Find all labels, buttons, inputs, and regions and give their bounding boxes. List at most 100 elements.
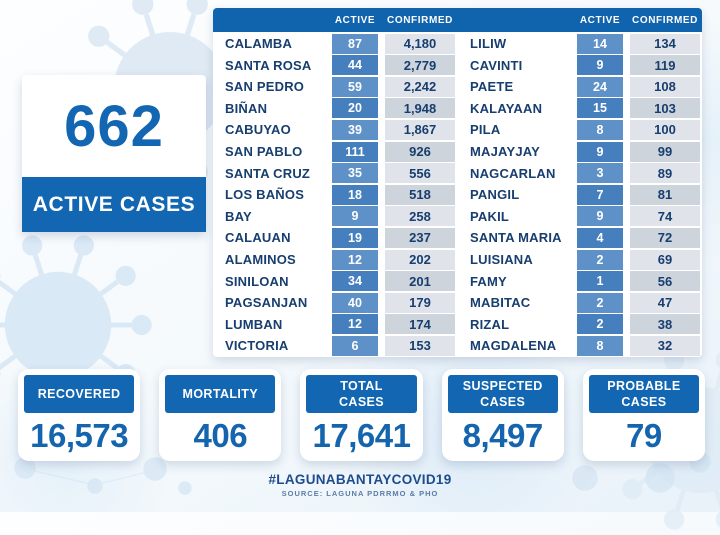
stat-value: 406	[193, 417, 248, 454]
stat-label: SUSPECTED CASES	[447, 375, 558, 413]
stat-value: 17,641	[312, 417, 411, 454]
confirmed-count-cell: 89	[630, 163, 700, 184]
cases-table-right: ACTIVE CONFIRMED LILIW 14 134 CAVINTI 9 …	[470, 8, 700, 356]
municipality-name: KALAYAAN	[470, 100, 543, 116]
stat-label: RECOVERED	[24, 375, 135, 413]
municipality-name: PAETE	[470, 79, 514, 95]
confirmed-count-cell: 2,779	[385, 55, 455, 76]
confirmed-count-cell: 518	[385, 184, 455, 205]
confirmed-count-cell: 1,867	[385, 119, 455, 140]
active-cases-label: ACTIVE CASES	[22, 177, 206, 232]
municipality-name: CAVINTI	[470, 57, 523, 73]
active-count-cell: 9	[577, 55, 623, 76]
confirmed-count-cell: 179	[385, 292, 455, 313]
confirmed-count-cell: 1,948	[385, 98, 455, 119]
cases-table-left: ACTIVE CONFIRMED CALAMBA 87 4,180 SANTA …	[225, 8, 455, 356]
municipality-name: PANGIL	[470, 187, 520, 203]
stat-card-mortality: MORTALITY 406	[159, 369, 282, 461]
column-header-active: ACTIVE	[334, 14, 376, 26]
stat-card-total: TOTAL CASES 17,641	[300, 369, 423, 461]
active-count-cell: 1	[577, 271, 623, 292]
municipality-name: LILIW	[470, 36, 507, 52]
active-count-cell: 19	[332, 227, 378, 248]
stats-row: RECOVERED 16,573 MORTALITY 406 TOTAL CAS…	[18, 369, 706, 461]
municipality-name: BAY	[225, 208, 252, 224]
municipality-name: BIÑAN	[225, 100, 268, 116]
confirmed-count-cell: 201	[385, 271, 455, 292]
stat-value: 79	[626, 417, 662, 454]
confirmed-count-cell: 153	[385, 335, 455, 356]
municipality-name: CALAUAN	[225, 230, 291, 246]
municipality-name: PAKIL	[470, 208, 510, 224]
confirmed-count-cell: 81	[630, 184, 700, 205]
column-header-spacer	[225, 8, 325, 32]
municipality-name: LOS BAÑOS	[225, 187, 305, 203]
confirmed-count-cell: 100	[630, 119, 700, 140]
confirmed-count-cell: 258	[385, 206, 455, 227]
municipality-name: PILA	[470, 122, 501, 138]
cases-table-card: ACTIVE CONFIRMED CALAMBA 87 4,180 SANTA …	[213, 8, 702, 357]
active-count-cell: 59	[332, 76, 378, 97]
active-count-cell: 2	[577, 292, 623, 313]
municipality-name: LUMBAN	[225, 316, 283, 332]
confirmed-count-cell: 32	[630, 335, 700, 356]
active-count-cell: 9	[577, 206, 623, 227]
active-count-cell: 9	[332, 206, 378, 227]
active-count-cell: 4	[577, 227, 623, 248]
stat-card-probable: PROBABLE CASES 79	[582, 369, 706, 461]
active-count-cell: 12	[332, 249, 378, 270]
active-count-cell: 7	[577, 184, 623, 205]
municipality-name: SINILOAN	[225, 273, 289, 289]
municipality-name: VICTORIA	[225, 338, 289, 354]
confirmed-count-cell: 103	[630, 98, 700, 119]
confirmed-count-cell: 237	[385, 227, 455, 248]
footer: #LAGUNABANTAYCOVID19 SOURCE: LAGUNA PDRR…	[0, 472, 720, 498]
confirmed-count-cell: 556	[385, 163, 455, 184]
active-count-cell: 44	[332, 55, 378, 76]
active-count-cell: 2	[577, 249, 623, 270]
municipality-name: PAGSANJAN	[225, 295, 308, 311]
stat-value: 16,573	[30, 417, 129, 454]
stat-label: MORTALITY	[165, 375, 276, 413]
municipality-name: SANTA MARIA	[470, 230, 562, 246]
column-header-confirmed: CONFIRMED	[632, 14, 698, 26]
active-count-cell: 35	[332, 163, 378, 184]
municipality-name: CALAMBA	[225, 36, 293, 52]
municipality-name: MAJAYJAY	[470, 144, 541, 160]
confirmed-count-cell: 4,180	[385, 33, 455, 54]
column-header-confirmed: CONFIRMED	[387, 14, 453, 26]
confirmed-count-cell: 202	[385, 249, 455, 270]
footer-source: SOURCE: LAGUNA PDRRMO & PHO	[281, 489, 439, 498]
municipality-name: SANTA ROSA	[225, 57, 312, 73]
municipality-name: MABITAC	[470, 295, 531, 311]
stat-label: PROBABLE CASES	[588, 375, 700, 413]
stat-card-suspected: SUSPECTED CASES 8,497	[441, 369, 564, 461]
active-count-cell: 87	[332, 33, 378, 54]
active-count-cell: 111	[332, 141, 378, 162]
active-count-cell: 9	[577, 141, 623, 162]
active-count-cell: 2	[577, 314, 623, 335]
table-header-bar	[213, 8, 702, 32]
stat-value: 8,497	[462, 417, 544, 454]
municipality-name: SAN PABLO	[225, 144, 303, 160]
confirmed-count-cell: 99	[630, 141, 700, 162]
active-count-cell: 3	[577, 163, 623, 184]
confirmed-count-cell: 74	[630, 206, 700, 227]
municipality-name: RIZAL	[470, 316, 510, 332]
municipality-name: ALAMINOS	[225, 252, 296, 268]
active-count-cell: 14	[577, 33, 623, 54]
active-count-cell: 8	[577, 335, 623, 356]
confirmed-count-cell: 926	[385, 141, 455, 162]
confirmed-count-cell: 69	[630, 249, 700, 270]
active-count-cell: 12	[332, 314, 378, 335]
active-count-cell: 24	[577, 76, 623, 97]
municipality-name: NAGCARLAN	[470, 165, 556, 181]
active-count-cell: 20	[332, 98, 378, 119]
active-count-cell: 34	[332, 271, 378, 292]
municipality-name: SANTA CRUZ	[225, 165, 311, 181]
confirmed-count-cell: 72	[630, 227, 700, 248]
column-header-active: ACTIVE	[579, 14, 621, 26]
stat-label: TOTAL CASES	[306, 375, 417, 413]
confirmed-count-cell: 47	[630, 292, 700, 313]
active-cases-summary-card: 662 ACTIVE CASES	[22, 75, 206, 232]
